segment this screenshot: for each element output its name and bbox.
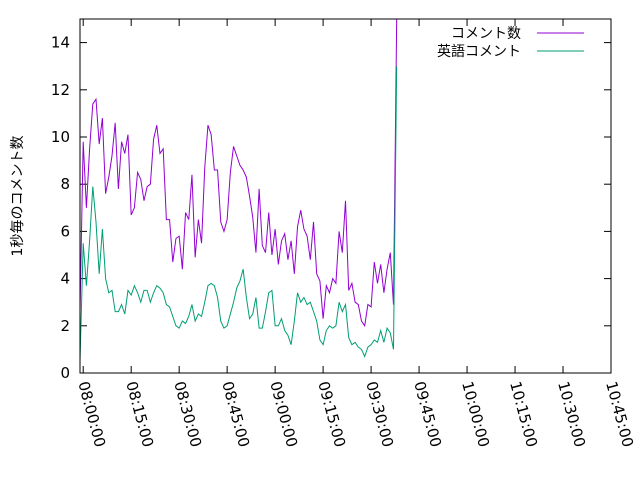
x-tick-label: 08:45:00 — [218, 379, 253, 449]
y-tick-label: 2 — [60, 317, 70, 335]
y-tick-label: 14 — [51, 34, 70, 52]
y-tick-label: 6 — [60, 222, 70, 240]
x-tick-label: 10:15:00 — [506, 379, 541, 449]
legend-label-2: 英語コメント — [437, 43, 521, 60]
series-line-1 — [79, 18, 398, 328]
x-tick-label: 10:30:00 — [554, 379, 589, 449]
x-tick-label: 09:00:00 — [266, 379, 301, 449]
x-axis-ticks: 08:00:00 08:15:00 08:30:00 08:45:00 09:00:00… — [74, 19, 637, 449]
x-tick-label: 08:00:00 — [74, 379, 109, 449]
legend-label-1: コメント数 — [451, 26, 521, 42]
y-tick-label: 12 — [51, 81, 70, 99]
y-tick-label: 0 — [60, 364, 70, 382]
y-axis-label: 1秒毎のコメント数 — [10, 136, 26, 257]
series-line-2 — [79, 66, 398, 362]
x-tick-label: 08:15:00 — [122, 379, 157, 449]
x-tick-label: 08:30:00 — [170, 379, 205, 449]
x-tick-label: 10:45:00 — [602, 379, 637, 449]
x-tick-label: 09:45:00 — [410, 379, 445, 449]
plot-frame — [79, 18, 612, 374]
x-tick-label: 10:00:00 — [458, 379, 493, 449]
y-tick-label: 4 — [60, 270, 70, 288]
y-tick-label: 10 — [51, 128, 70, 146]
y-axis-ticks: 0 2 4 6 8 10 12 14 — [51, 34, 611, 382]
y-tick-label: 8 — [60, 175, 70, 193]
series-layer — [79, 18, 398, 362]
x-tick-label: 09:15:00 — [314, 379, 349, 449]
x-tick-label: 09:30:00 — [362, 379, 397, 449]
